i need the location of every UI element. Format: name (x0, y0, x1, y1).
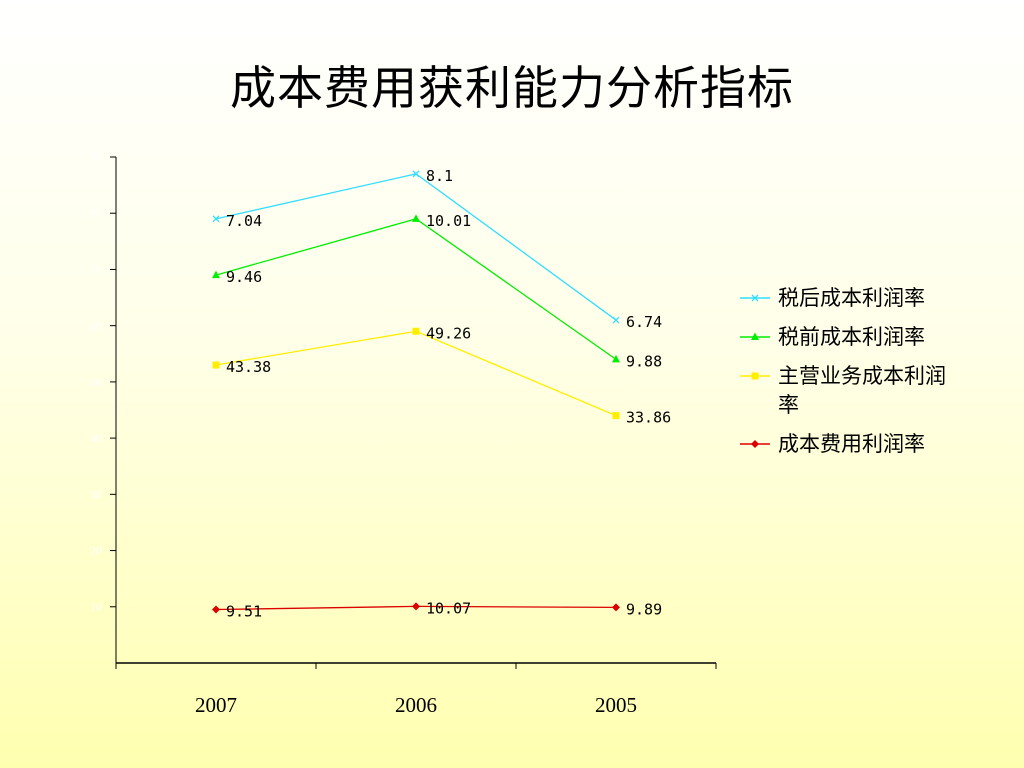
data-label: 7.04 (226, 212, 262, 230)
legend-item: 主营业务成本利润率 (738, 362, 948, 420)
data-label: 9.51 (226, 603, 262, 621)
legend-swatch (740, 332, 770, 340)
x-category-label: 2005 (595, 693, 637, 717)
data-point (612, 316, 620, 324)
y-tick-label: 30 (90, 487, 102, 501)
legend-marker (751, 440, 759, 448)
legend-item: 成本费用利润率 (738, 430, 948, 459)
legend-item: 税后成本利润率 (738, 284, 948, 313)
legend-item: 税前成本利润率 (738, 323, 948, 352)
legend-label: 主营业务成本利润率 (778, 364, 946, 417)
y-tick-label: 70 (90, 262, 102, 276)
data-point (212, 215, 220, 223)
data-label: 43.38 (226, 358, 271, 376)
data-point (212, 361, 220, 369)
legend-marker (751, 372, 759, 380)
series-line-2 (215, 330, 617, 417)
legend-swatch (740, 372, 770, 380)
data-label: 9.89 (626, 600, 662, 618)
data-point (412, 327, 420, 335)
y-tick-label: 60 (90, 319, 102, 333)
data-label: 49.26 (426, 324, 471, 342)
data-label: 9.88 (626, 352, 662, 370)
series-line-0 (215, 173, 617, 321)
y-tick-label: 10 (90, 600, 102, 614)
legend-label: 成本费用利润率 (778, 432, 925, 456)
data-label: 6.74 (626, 313, 662, 331)
series-line-1 (215, 218, 617, 360)
legend-label: 税前成本利润率 (778, 325, 925, 349)
y-tick-label: 40 (90, 431, 102, 445)
data-point (212, 605, 220, 614)
data-label: 9.46 (226, 268, 262, 286)
data-point (412, 170, 420, 178)
x-category-label: 2006 (395, 693, 437, 717)
legend-marker (751, 332, 759, 340)
y-tick-label: 50 (90, 375, 102, 389)
y-tick-label: 80 (90, 206, 102, 220)
data-label: 10.01 (426, 212, 471, 230)
legend-swatch (740, 440, 770, 448)
data-point (212, 270, 220, 279)
data-point (412, 214, 420, 222)
chart-title: 成本费用获利能力分析指标 (230, 61, 794, 115)
legend-label: 税后成本利润率 (778, 286, 925, 310)
x-category-label: 2007 (195, 693, 237, 717)
data-point (612, 354, 620, 363)
y-tick-label: 20 (90, 544, 102, 558)
data-point (612, 603, 620, 612)
data-label: 10.07 (426, 599, 471, 617)
legend-swatch (740, 294, 770, 302)
data-label: 33.86 (626, 409, 671, 427)
legend: 税后成本利润率 税前成本利润率主营业务成本利润率成本费用利润率 (738, 284, 948, 469)
data-point (412, 602, 420, 611)
data-point (612, 412, 620, 420)
legend-marker (751, 294, 759, 302)
data-label: 8.1 (426, 167, 453, 185)
y-tick-label: 90 (90, 150, 102, 164)
